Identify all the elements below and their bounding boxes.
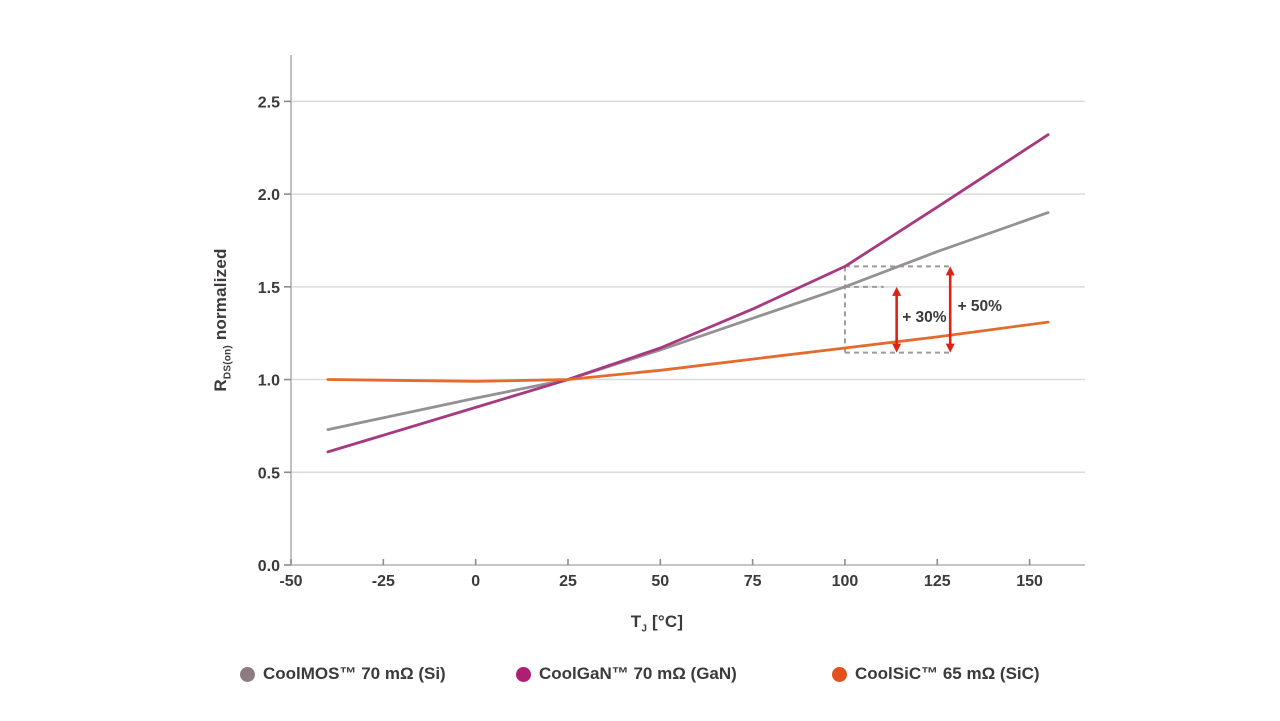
legend-dot-coolmos <box>240 666 255 682</box>
x-tick-label: -25 <box>372 573 395 590</box>
x-tick-label: 25 <box>559 573 577 590</box>
y-tick-label: 2.0 <box>258 187 280 204</box>
legend-label-coolmos: CoolMOS™ 70 mΩ (Si) <box>263 664 446 683</box>
legend-item-coolgan: CoolGaN™ 70 mΩ (GaN) <box>516 664 737 684</box>
y-tick-label: 2.5 <box>258 94 280 111</box>
y-axis-title: RDS(on) normalized <box>211 170 233 470</box>
x-axis-title-unit: [°C] <box>647 612 684 631</box>
legend-item-coolmos: CoolMOS™ 70 mΩ (Si) <box>240 664 446 684</box>
y-axis-title-symbol: R <box>211 379 230 392</box>
y-axis-title-text: normalized <box>211 248 230 346</box>
x-axis-title-subscript: J <box>641 623 648 635</box>
increase-arrow-head-down <box>945 343 955 353</box>
legend: CoolMOS™ 70 mΩ (Si) CoolGaN™ 70 mΩ (GaN) C… <box>0 664 1280 694</box>
y-axis-title-subscript: DS(on) <box>222 345 234 380</box>
y-tick-label: 0.0 <box>258 558 280 575</box>
x-tick-label: -50 <box>279 573 302 590</box>
increase-arrow-head-up <box>892 286 902 296</box>
increase-arrow-label: + 30% <box>902 309 947 326</box>
x-tick-label: 100 <box>832 573 859 590</box>
legend-dot-coolsic <box>832 666 847 682</box>
series-line-coolmos <box>326 211 1050 432</box>
increase-arrow-head-up <box>945 266 955 276</box>
y-tick-label: 1.0 <box>258 373 280 390</box>
y-tick-label: 1.5 <box>258 280 280 297</box>
legend-label-coolsic: CoolSiC™ 65 mΩ (SiC) <box>855 664 1040 683</box>
legend-dot-coolgan <box>516 666 531 682</box>
x-tick-label: 0 <box>471 573 480 590</box>
x-tick-label: 50 <box>651 573 669 590</box>
increase-arrow-label: + 50% <box>958 298 1003 315</box>
x-axis-title-symbol: T <box>630 612 642 631</box>
y-tick-label: 0.5 <box>258 465 280 482</box>
x-tick-label: 125 <box>924 573 951 590</box>
x-tick-label: 150 <box>1016 573 1043 590</box>
legend-item-coolsic: CoolSiC™ 65 mΩ (SiC) <box>832 664 1040 684</box>
x-tick-label: 75 <box>744 573 762 590</box>
x-axis-title: TJ [°C] <box>592 612 722 635</box>
series-line-coolgan <box>326 133 1050 454</box>
series-line-coolsic <box>326 320 1050 383</box>
legend-label-coolgan: CoolGaN™ 70 mΩ (GaN) <box>539 664 737 683</box>
increase-arrow-head-down <box>892 343 902 353</box>
